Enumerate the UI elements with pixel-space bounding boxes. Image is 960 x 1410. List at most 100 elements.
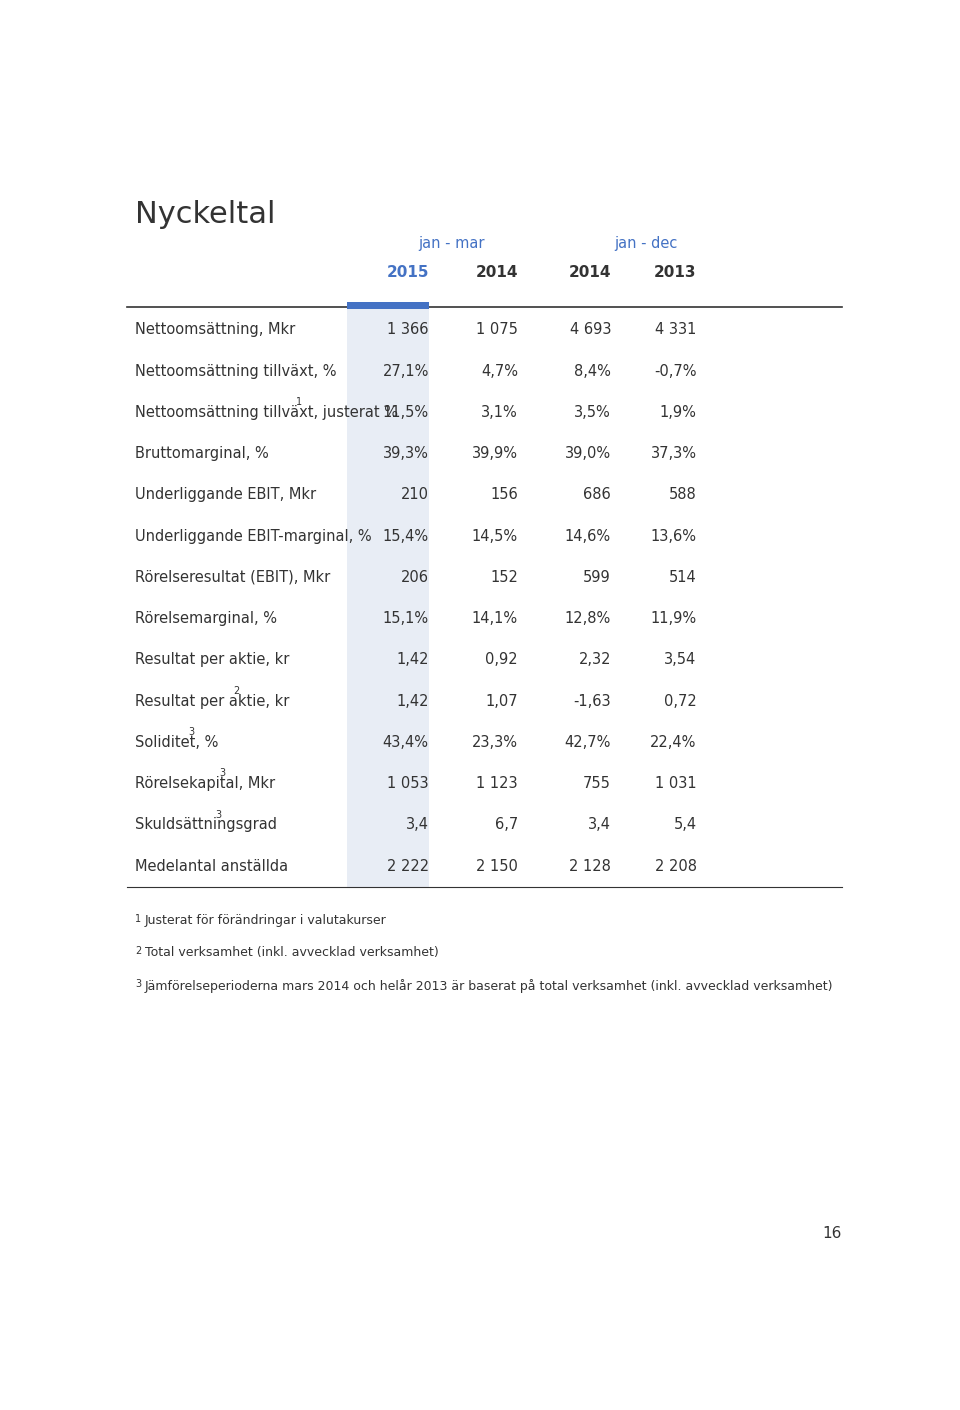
Text: 3: 3	[215, 809, 222, 819]
Text: 1,42: 1,42	[396, 653, 429, 667]
Text: 1: 1	[296, 398, 301, 407]
Text: 2 150: 2 150	[476, 859, 518, 874]
Text: 2014: 2014	[475, 265, 518, 281]
Text: Rörelsemarginal, %: Rörelsemarginal, %	[134, 611, 276, 626]
Text: Skuldsättningsgrad: Skuldsättningsgrad	[134, 818, 276, 832]
Text: 1 053: 1 053	[387, 776, 429, 791]
Text: Soliditet, %: Soliditet, %	[134, 735, 218, 750]
Text: 14,5%: 14,5%	[472, 529, 518, 544]
Text: 42,7%: 42,7%	[564, 735, 611, 750]
Text: 39,9%: 39,9%	[472, 446, 518, 461]
Text: Nettoomsättning, Mkr: Nettoomsättning, Mkr	[134, 323, 295, 337]
Bar	[347, 763, 429, 804]
Text: 2,32: 2,32	[579, 653, 611, 667]
Text: 1 031: 1 031	[655, 776, 697, 791]
Text: 2 222: 2 222	[387, 859, 429, 874]
Text: Rörelsekapital, Mkr: Rörelsekapital, Mkr	[134, 776, 275, 791]
Bar	[347, 474, 429, 516]
Text: 1,42: 1,42	[396, 694, 429, 709]
Text: -0,7%: -0,7%	[654, 364, 697, 378]
Bar	[347, 598, 429, 639]
Text: 13,6%: 13,6%	[651, 529, 697, 544]
Text: 6,7: 6,7	[494, 818, 518, 832]
Text: 3: 3	[220, 768, 226, 778]
Text: 206: 206	[400, 570, 429, 585]
Text: 16: 16	[823, 1225, 842, 1241]
Text: 2014: 2014	[568, 265, 611, 281]
Text: 1 366: 1 366	[387, 323, 429, 337]
Text: 3,4: 3,4	[406, 818, 429, 832]
Text: 15,4%: 15,4%	[383, 529, 429, 544]
Text: 14,1%: 14,1%	[472, 611, 518, 626]
Text: 4 693: 4 693	[569, 323, 611, 337]
Text: 210: 210	[400, 488, 429, 502]
Text: Justerat för förändringar i valutakurser: Justerat för förändringar i valutakurser	[145, 914, 386, 926]
Text: 11,5%: 11,5%	[383, 405, 429, 420]
Text: 3,54: 3,54	[664, 653, 697, 667]
Bar	[347, 804, 429, 846]
Text: 43,4%: 43,4%	[383, 735, 429, 750]
Text: 2: 2	[134, 946, 141, 956]
Text: Rörelseresultat (EBIT), Mkr: Rörelseresultat (EBIT), Mkr	[134, 570, 330, 585]
Text: jan - dec: jan - dec	[614, 235, 678, 251]
Text: Nyckeltal: Nyckeltal	[134, 200, 276, 228]
Bar	[347, 433, 429, 474]
Bar	[347, 639, 429, 681]
Text: 15,1%: 15,1%	[383, 611, 429, 626]
Text: 2015: 2015	[386, 265, 429, 281]
Text: jan - mar: jan - mar	[418, 235, 485, 251]
Text: 2 208: 2 208	[655, 859, 697, 874]
Text: Underliggande EBIT, Mkr: Underliggande EBIT, Mkr	[134, 488, 316, 502]
Text: 22,4%: 22,4%	[650, 735, 697, 750]
Bar	[347, 516, 429, 557]
Text: Total verksamhet (inkl. avvecklad verksamhet): Total verksamhet (inkl. avvecklad verksa…	[145, 946, 439, 959]
Text: 14,6%: 14,6%	[564, 529, 611, 544]
Text: 588: 588	[669, 488, 697, 502]
Text: 3: 3	[134, 979, 141, 988]
Text: 3,5%: 3,5%	[574, 405, 611, 420]
Text: 1: 1	[134, 914, 141, 924]
Text: 686: 686	[584, 488, 611, 502]
Bar	[347, 557, 429, 598]
Text: Nettoomsättning tillväxt, %: Nettoomsättning tillväxt, %	[134, 364, 336, 378]
Text: 1 123: 1 123	[476, 776, 518, 791]
Text: 1 075: 1 075	[476, 323, 518, 337]
Text: 2 128: 2 128	[569, 859, 611, 874]
Text: 755: 755	[583, 776, 611, 791]
Text: 37,3%: 37,3%	[651, 446, 697, 461]
Bar	[347, 302, 429, 309]
Text: 11,9%: 11,9%	[651, 611, 697, 626]
Text: Resultat per aktie, kr: Resultat per aktie, kr	[134, 694, 289, 709]
Bar	[347, 392, 429, 433]
Bar	[347, 351, 429, 392]
Text: 23,3%: 23,3%	[472, 735, 518, 750]
Text: 1,9%: 1,9%	[660, 405, 697, 420]
Text: Resultat per aktie, kr: Resultat per aktie, kr	[134, 653, 289, 667]
Text: Medelantal anställda: Medelantal anställda	[134, 859, 288, 874]
Text: 27,1%: 27,1%	[382, 364, 429, 378]
Text: 599: 599	[584, 570, 611, 585]
Text: Bruttomarginal, %: Bruttomarginal, %	[134, 446, 269, 461]
Bar	[347, 309, 429, 351]
Text: 2013: 2013	[654, 265, 697, 281]
Text: 3: 3	[188, 728, 195, 737]
Text: 4,7%: 4,7%	[481, 364, 518, 378]
Text: 152: 152	[491, 570, 518, 585]
Text: 5,4: 5,4	[674, 818, 697, 832]
Text: 2: 2	[233, 685, 239, 695]
Bar	[347, 846, 429, 887]
Text: Underliggande EBIT-marginal, %: Underliggande EBIT-marginal, %	[134, 529, 372, 544]
Text: 0,72: 0,72	[664, 694, 697, 709]
Text: 1,07: 1,07	[486, 694, 518, 709]
Text: 0,92: 0,92	[486, 653, 518, 667]
Text: 39,0%: 39,0%	[564, 446, 611, 461]
Text: 156: 156	[491, 488, 518, 502]
Text: -1,63: -1,63	[573, 694, 611, 709]
Text: 39,3%: 39,3%	[383, 446, 429, 461]
Text: Jämförelseperioderna mars 2014 och helår 2013 är baserat på total verksamhet (in: Jämförelseperioderna mars 2014 och helår…	[145, 979, 833, 993]
Text: 4 331: 4 331	[656, 323, 697, 337]
Text: Nettoomsättning tillväxt, justerat %: Nettoomsättning tillväxt, justerat %	[134, 405, 397, 420]
Bar	[347, 681, 429, 722]
Text: 8,4%: 8,4%	[574, 364, 611, 378]
Bar	[347, 722, 429, 763]
